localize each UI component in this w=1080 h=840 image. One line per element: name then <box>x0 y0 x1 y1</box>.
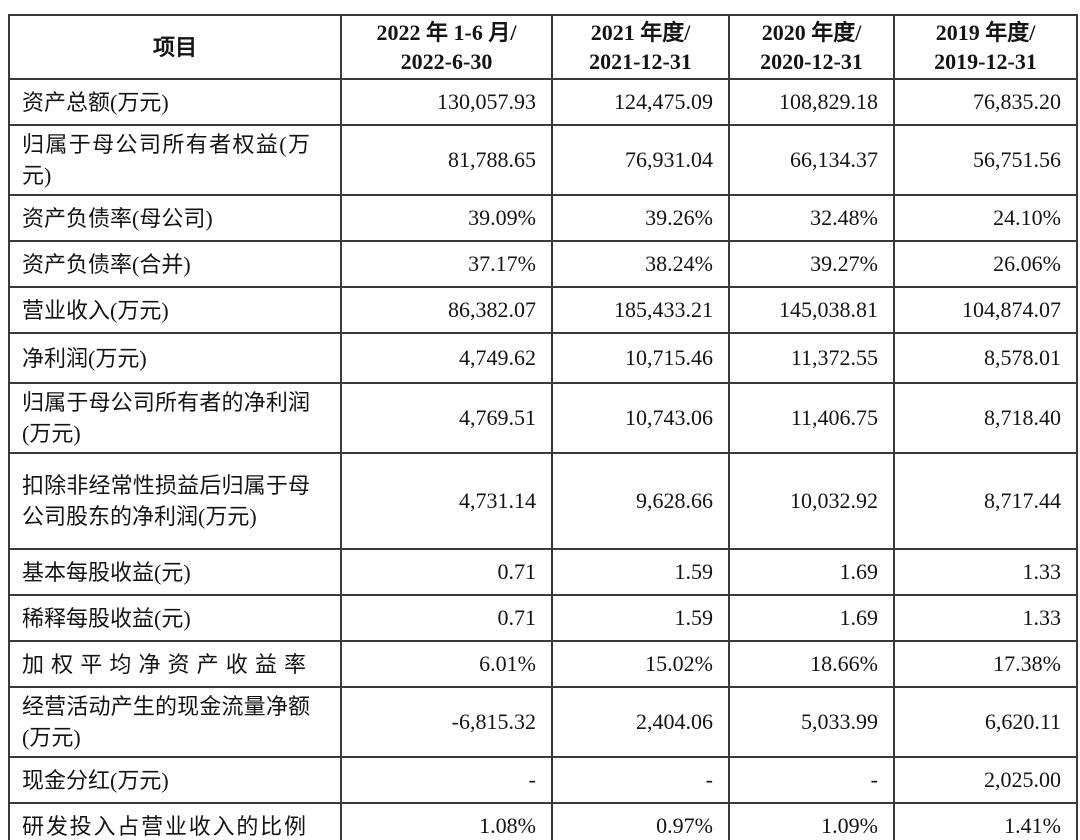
cell-value: 2,404.06 <box>551 686 730 758</box>
cell-value: 15.02% <box>551 640 730 688</box>
cell-value: 4,749.62 <box>340 332 553 384</box>
cell-value: 1.09% <box>728 802 895 840</box>
cell-value: 24.10% <box>893 194 1078 242</box>
cell-value: 6.01% <box>340 640 553 688</box>
cell-value: 145,038.81 <box>728 286 895 334</box>
table-row: 稀释每股收益(元) 0.71 1.59 1.69 1.33 <box>8 594 1078 642</box>
row-label: 加权平均净资产收益率 <box>8 640 342 688</box>
cell-value: 10,715.46 <box>551 332 730 384</box>
table-row: 研发投入占营业收入的比例 1.08% 0.97% 1.09% 1.41% <box>8 802 1078 840</box>
cell-value: 39.26% <box>551 194 730 242</box>
cell-value: 17.38% <box>893 640 1078 688</box>
column-header-2022-h1: 2022 年 1-6 月/ 2022-6-30 <box>340 14 553 80</box>
table-row: 资产负债率(合并) 37.17% 38.24% 39.27% 26.06% <box>8 240 1078 288</box>
row-label: 研发投入占营业收入的比例 <box>8 802 342 840</box>
table-row: 营业收入(万元) 86,382.07 185,433.21 145,038.81… <box>8 286 1078 334</box>
cell-value: 1.41% <box>893 802 1078 840</box>
table-body: 资产总额(万元) 130,057.93 124,475.09 108,829.1… <box>8 78 1078 840</box>
row-label: 稀释每股收益(元) <box>8 594 342 642</box>
cell-value: 130,057.93 <box>340 78 553 126</box>
cell-value: 2,025.00 <box>893 756 1078 804</box>
column-header-2020: 2020 年度/ 2020-12-31 <box>728 14 895 80</box>
cell-value: 1.59 <box>551 594 730 642</box>
cell-value: 86,382.07 <box>340 286 553 334</box>
cell-value: 18.66% <box>728 640 895 688</box>
cell-value: 1.59 <box>551 548 730 596</box>
row-label: 基本每股收益(元) <box>8 548 342 596</box>
cell-value: 4,731.14 <box>340 452 553 550</box>
cell-value: 1.33 <box>893 548 1078 596</box>
cell-value: 11,406.75 <box>728 382 895 454</box>
cell-value: 1.69 <box>728 548 895 596</box>
cell-value: 38.24% <box>551 240 730 288</box>
row-label: 资产总额(万元) <box>8 78 342 126</box>
cell-value: 37.17% <box>340 240 553 288</box>
row-label: 扣除非经常性损益后归属于母公司股东的净利润(万元) <box>8 452 342 550</box>
cell-value: - <box>728 756 895 804</box>
table-row: 归属于母公司所有者的净利润(万元) 4,769.51 10,743.06 11,… <box>8 382 1078 454</box>
cell-value: 32.48% <box>728 194 895 242</box>
cell-value: 6,620.11 <box>893 686 1078 758</box>
financial-summary-table: 项目 2022 年 1-6 月/ 2022-6-30 2021 年度/ 2021… <box>8 14 1078 840</box>
table-row: 资产负债率(母公司) 39.09% 39.26% 32.48% 24.10% <box>8 194 1078 242</box>
cell-value: 1.33 <box>893 594 1078 642</box>
row-label: 净利润(万元) <box>8 332 342 384</box>
cell-value: 1.08% <box>340 802 553 840</box>
cell-value: 0.97% <box>551 802 730 840</box>
column-header-item: 项目 <box>8 14 342 80</box>
cell-value: 0.71 <box>340 548 553 596</box>
table-row: 扣除非经常性损益后归属于母公司股东的净利润(万元) 4,731.14 9,628… <box>8 452 1078 550</box>
row-label: 现金分红(万元) <box>8 756 342 804</box>
cell-value: 8,578.01 <box>893 332 1078 384</box>
cell-value: 8,718.40 <box>893 382 1078 454</box>
row-label: 资产负债率(母公司) <box>8 194 342 242</box>
row-label: 营业收入(万元) <box>8 286 342 334</box>
cell-value: 56,751.56 <box>893 124 1078 196</box>
row-label: 归属于母公司所有者权益(万元) <box>8 124 342 196</box>
cell-value: 10,032.92 <box>728 452 895 550</box>
cell-value: 10,743.06 <box>551 382 730 454</box>
row-label: 资产负债率(合并) <box>8 240 342 288</box>
cell-value: 185,433.21 <box>551 286 730 334</box>
cell-value: 5,033.99 <box>728 686 895 758</box>
row-label: 经营活动产生的现金流量净额(万元) <box>8 686 342 758</box>
cell-value: 66,134.37 <box>728 124 895 196</box>
cell-value: 76,931.04 <box>551 124 730 196</box>
table-row: 加权平均净资产收益率 6.01% 15.02% 18.66% 17.38% <box>8 640 1078 688</box>
cell-value: 39.27% <box>728 240 895 288</box>
cell-value: 39.09% <box>340 194 553 242</box>
column-header-2021: 2021 年度/ 2021-12-31 <box>551 14 730 80</box>
column-header-2019: 2019 年度/ 2019-12-31 <box>893 14 1078 80</box>
cell-value: 9,628.66 <box>551 452 730 550</box>
cell-value: - <box>340 756 553 804</box>
table-header-row: 项目 2022 年 1-6 月/ 2022-6-30 2021 年度/ 2021… <box>8 14 1078 80</box>
cell-value: 124,475.09 <box>551 78 730 126</box>
cell-value: 8,717.44 <box>893 452 1078 550</box>
cell-value: 0.71 <box>340 594 553 642</box>
table-row: 净利润(万元) 4,749.62 10,715.46 11,372.55 8,5… <box>8 332 1078 384</box>
cell-value: - <box>551 756 730 804</box>
row-label: 归属于母公司所有者的净利润(万元) <box>8 382 342 454</box>
cell-value: 104,874.07 <box>893 286 1078 334</box>
cell-value: 11,372.55 <box>728 332 895 384</box>
table-row: 经营活动产生的现金流量净额(万元) -6,815.32 2,404.06 5,0… <box>8 686 1078 758</box>
table-row: 归属于母公司所有者权益(万元) 81,788.65 76,931.04 66,1… <box>8 124 1078 196</box>
cell-value: 26.06% <box>893 240 1078 288</box>
table-row: 基本每股收益(元) 0.71 1.59 1.69 1.33 <box>8 548 1078 596</box>
cell-value: -6,815.32 <box>340 686 553 758</box>
cell-value: 81,788.65 <box>340 124 553 196</box>
table-row: 现金分红(万元) - - - 2,025.00 <box>8 756 1078 804</box>
cell-value: 4,769.51 <box>340 382 553 454</box>
cell-value: 1.69 <box>728 594 895 642</box>
table-row: 资产总额(万元) 130,057.93 124,475.09 108,829.1… <box>8 78 1078 126</box>
cell-value: 76,835.20 <box>893 78 1078 126</box>
cell-value: 108,829.18 <box>728 78 895 126</box>
